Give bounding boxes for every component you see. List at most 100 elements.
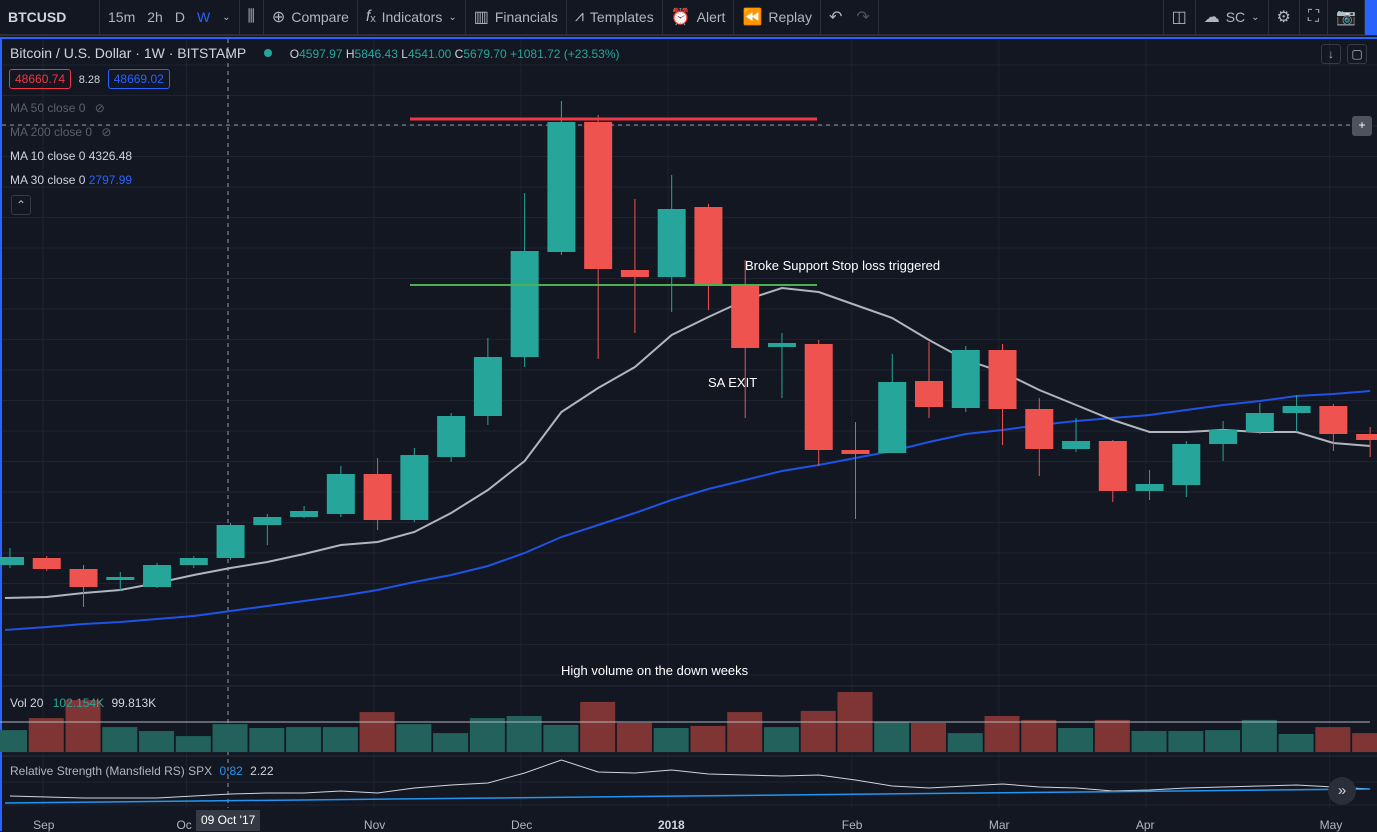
- candle-body: [804, 344, 833, 450]
- time-label: Feb: [841, 818, 863, 832]
- chart-area[interactable]: [0, 37, 1377, 831]
- ma30-label: MA 30 close 0: [10, 173, 86, 187]
- maximize-icon: ▢: [1351, 47, 1363, 61]
- buy-price[interactable]: 48669.02: [107, 69, 170, 89]
- bid-ask: 48660.74 8.28 48669.02: [9, 69, 170, 89]
- indicators-label: Indicators: [381, 9, 443, 25]
- rs-legend[interactable]: Relative Strength (Mansfield RS) SPX 0.8…: [10, 764, 274, 778]
- volume-bar: [102, 727, 138, 752]
- rs-value: 0.82: [219, 764, 243, 778]
- change-value: +1081.72 (+23.53%): [510, 47, 620, 61]
- volume-ma-value: 99.813K: [111, 696, 157, 710]
- snapshot-button[interactable]: 📷: [1328, 0, 1365, 35]
- annotation-volume[interactable]: High volume on the down weeks: [561, 663, 749, 678]
- layout-name: SC: [1225, 9, 1246, 25]
- plus-icon: +: [1358, 118, 1366, 132]
- chevron-down-icon[interactable]: ⌄: [222, 11, 231, 23]
- candle-body: [1062, 441, 1091, 449]
- indicator-ma50[interactable]: MA 50 close 0 ⊘: [10, 101, 105, 115]
- high-label: H: [345, 47, 355, 61]
- candles-icon: ⫼: [247, 8, 255, 25]
- candle-body: [547, 122, 576, 252]
- interval-2h[interactable]: 2h: [147, 9, 163, 25]
- scroll-to-realtime-button[interactable]: »: [1328, 777, 1356, 805]
- candle-body: [1245, 413, 1274, 432]
- volume-bar: [727, 712, 763, 752]
- symbol-legend: Bitcoin / U.S. Dollar · 1W · BITSTAMP O4…: [10, 45, 620, 61]
- volume-bar: [175, 736, 211, 752]
- candle-body: [473, 357, 502, 416]
- interval-15m[interactable]: 15m: [108, 9, 136, 25]
- time-label: Nov: [363, 818, 386, 832]
- alert-button[interactable]: ⏰ Alert: [663, 0, 735, 35]
- interval-d[interactable]: D: [174, 9, 185, 25]
- double-chevron-right-icon: »: [1337, 782, 1347, 799]
- settings-button[interactable]: ⚙: [1269, 0, 1300, 35]
- candle-body: [620, 270, 649, 277]
- volume-bar: [763, 727, 799, 752]
- candle-body: [951, 350, 980, 408]
- sell-price[interactable]: 48660.74: [9, 69, 72, 89]
- candle-body: [1098, 441, 1127, 491]
- volume-legend[interactable]: Vol 20 102.154K 99.813K: [10, 696, 156, 710]
- candle-body: [326, 474, 355, 514]
- fx-icon: fₓ: [365, 8, 376, 25]
- volume-bar: [0, 730, 27, 752]
- volume-bar: [1205, 730, 1241, 752]
- chevron-down-icon: ⌄: [1251, 11, 1260, 23]
- undo-icon[interactable]: ↶: [828, 9, 843, 26]
- close-label: C: [454, 47, 464, 61]
- fullscreen-button[interactable]: ⛶: [1300, 0, 1329, 35]
- collapse-legend-button[interactable]: ⌃: [11, 195, 31, 215]
- redo-icon[interactable]: ↷: [856, 9, 870, 26]
- ma10-value: 4326.48: [88, 149, 133, 163]
- replay-button[interactable]: ⏪ Replay: [734, 0, 821, 35]
- financials-button[interactable]: ▥ Financials: [466, 0, 567, 35]
- volume-bar: [322, 727, 358, 752]
- annotation-exit[interactable]: SA EXIT: [708, 375, 758, 390]
- layout-button[interactable]: ◫: [1162, 0, 1196, 35]
- annotation-support[interactable]: Broke Support Stop loss triggered: [745, 258, 941, 273]
- indicator-ma200[interactable]: MA 200 close 0 ⊘: [10, 125, 111, 139]
- templates-button[interactable]: ⩘ Templates: [567, 0, 663, 35]
- symbol-search[interactable]: BTCUSD: [0, 0, 100, 35]
- symbol-label[interactable]: BTCUSD: [8, 9, 67, 25]
- undo-redo: ↶ ↷: [821, 0, 879, 35]
- indicator-ma10[interactable]: MA 10 close 0 4326.48: [10, 149, 132, 163]
- market-status-icon: [263, 49, 272, 57]
- rs-line: [9, 759, 1371, 799]
- open-value: 4597.97: [299, 47, 343, 61]
- indicators-button[interactable]: fₓ Indicators ⌄: [358, 0, 466, 35]
- volume-bar: [1168, 731, 1204, 752]
- save-layout-button[interactable]: ☁ SC ⌄: [1196, 0, 1269, 35]
- eye-hidden-icon[interactable]: ⊘: [101, 125, 112, 139]
- candle-body: [694, 207, 723, 284]
- compare-button[interactable]: ⊕ Compare: [264, 0, 358, 35]
- chart-type-button[interactable]: ⫼: [240, 0, 264, 35]
- eye-hidden-icon[interactable]: ⊘: [94, 101, 105, 115]
- split-layout-icon: ◫: [1171, 9, 1187, 26]
- indicator-ma30[interactable]: MA 30 close 0 2797.99: [10, 173, 132, 187]
- high-value: 5846.43: [354, 47, 398, 61]
- publish-button[interactable]: [1365, 0, 1377, 35]
- volume-bar: [1058, 728, 1094, 752]
- candle-body: [216, 525, 245, 558]
- alert-label: Alert: [696, 9, 726, 25]
- volume-bar: [947, 733, 983, 752]
- rs-label: Relative Strength (Mansfield RS) SPX: [10, 764, 213, 778]
- ma10-line: [4, 286, 1371, 599]
- ma50-label: MA 50 close 0: [10, 101, 86, 115]
- time-label: Mar: [988, 818, 1010, 832]
- time-label: 2018: [658, 818, 685, 832]
- candle-body: [32, 558, 61, 569]
- volume-bar: [874, 722, 910, 752]
- volume-bar: [396, 724, 432, 752]
- add-alert-plus-button[interactable]: +: [1352, 116, 1372, 136]
- scroll-down-button[interactable]: ↓: [1321, 44, 1341, 64]
- interval-w[interactable]: W: [196, 9, 211, 25]
- volume-label: Vol 20: [10, 696, 44, 710]
- candle-body: [1356, 434, 1377, 440]
- volume-bar: [286, 727, 322, 752]
- maximize-button[interactable]: ▢: [1347, 44, 1367, 64]
